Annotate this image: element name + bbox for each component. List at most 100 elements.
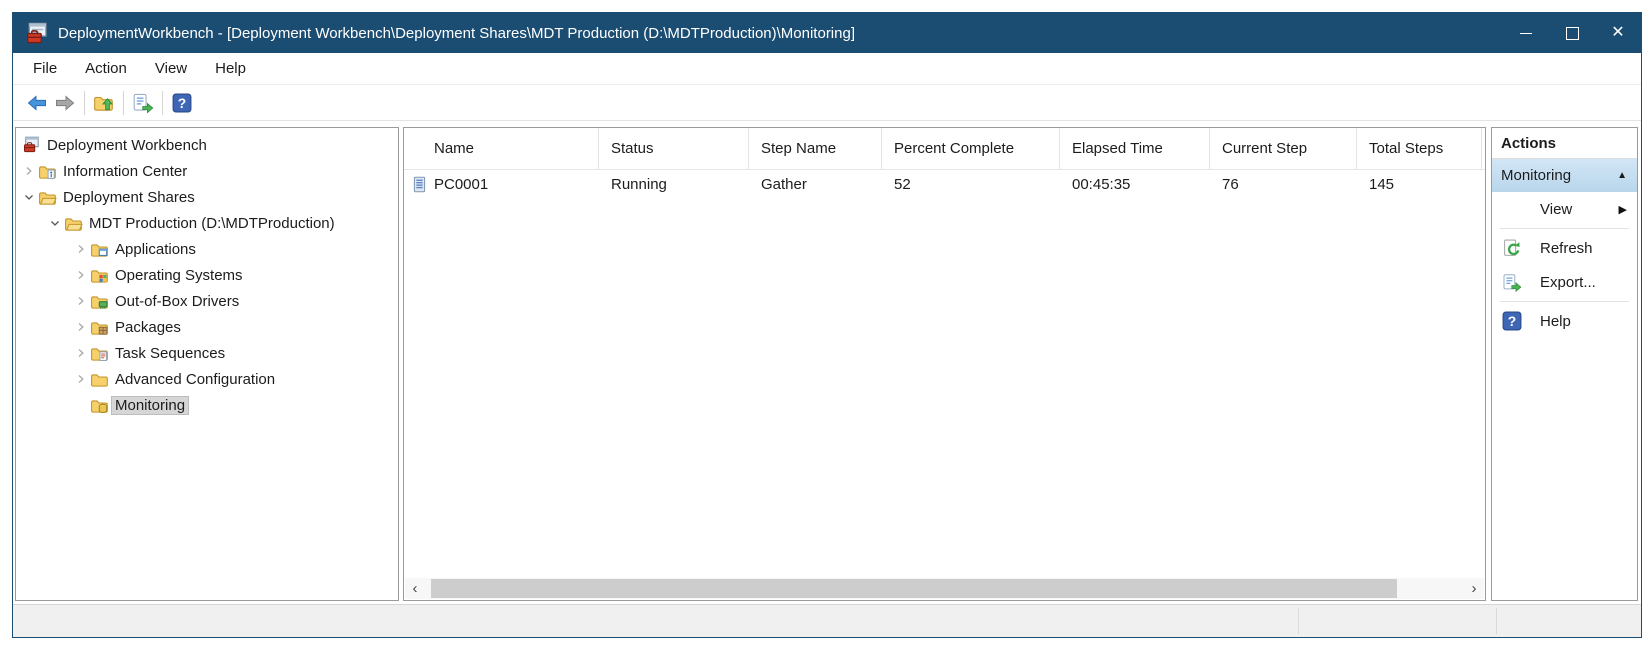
chevron-right-icon[interactable] [73, 293, 89, 309]
actions-group-monitoring[interactable]: Monitoring ▲ [1492, 159, 1637, 192]
folder-info-icon [37, 163, 57, 180]
up-one-level-button[interactable] [90, 89, 118, 117]
menu-action[interactable]: Action [85, 60, 127, 77]
close-button[interactable]: ✕ [1611, 24, 1625, 41]
column-header-elapsed-time[interactable]: Elapsed Time [1060, 128, 1210, 169]
svg-text:?: ? [1508, 313, 1516, 329]
column-header-current-step[interactable]: Current Step [1210, 128, 1357, 169]
cell-name: PC0001 [404, 176, 599, 193]
actions-divider [1500, 301, 1629, 302]
menu-view[interactable]: View [154, 60, 188, 77]
tree-item-deployment-shares[interactable]: Deployment Shares [16, 184, 398, 210]
title-bar: DeploymentWorkbench - [Deployment Workbe… [13, 13, 1641, 53]
column-header-percent-complete[interactable]: Percent Complete [882, 128, 1060, 169]
column-header-name[interactable]: Name [404, 128, 599, 169]
tree-item-information-center[interactable]: Information Center [16, 158, 398, 184]
tree-item-label: Applications [115, 240, 196, 258]
action-label: Help [1540, 312, 1571, 330]
folder-os-icon [89, 267, 109, 284]
action-refresh[interactable]: Refresh [1492, 231, 1637, 265]
horizontal-scrollbar[interactable]: ‹ › [405, 578, 1484, 599]
action-help[interactable]: ? Help [1492, 304, 1637, 338]
tree-item-packages[interactable]: Packages [16, 314, 398, 340]
tree-item-label: Deployment Workbench [47, 136, 207, 154]
tree-item-out-of-box-drivers[interactable]: Out-of-Box Drivers [16, 288, 398, 314]
tree-item-monitoring[interactable]: Monitoring [16, 392, 398, 418]
tree-item-mdt-production-d-mdtproduction[interactable]: MDT Production (D:\MDTProduction) [16, 210, 398, 236]
forward-button[interactable] [51, 89, 79, 117]
chevron-right-icon[interactable] [73, 319, 89, 335]
tree-item-label: Deployment Shares [63, 188, 195, 206]
status-bar-divider [1496, 608, 1497, 634]
menu-help[interactable]: Help [215, 60, 246, 77]
chevron-down-icon[interactable] [47, 215, 63, 231]
column-header-total-steps[interactable]: Total Steps [1357, 128, 1482, 169]
chevron-down-icon[interactable] [21, 189, 37, 205]
forward-icon [54, 94, 76, 112]
tree-item-deployment-workbench[interactable]: Deployment Workbench [16, 132, 398, 158]
help-button[interactable]: ? [168, 89, 196, 117]
chevron-right-icon[interactable] [73, 267, 89, 283]
cell-elapsed-time: 00:45:35 [1072, 176, 1131, 193]
collapse-up-icon[interactable]: ▲ [1617, 170, 1627, 181]
actions-group-label: Monitoring [1501, 167, 1572, 184]
tree-item-label: Out-of-Box Drivers [115, 292, 240, 310]
action-export[interactable]: Export... [1492, 265, 1637, 299]
actions-divider [1500, 228, 1629, 229]
scroll-left-arrow[interactable]: ‹ [412, 580, 418, 597]
tree-item-advanced-configuration[interactable]: Advanced Configuration [16, 366, 398, 392]
tree-item-label: Task Sequences [115, 344, 226, 362]
help-icon: ? [172, 93, 192, 113]
folder-plain-icon [89, 371, 109, 388]
tree-item-label: MDT Production (D:\MDTProduction) [89, 214, 335, 232]
list-body: PC0001 Running Gather 52 00:45:35 76 145 [404, 170, 1485, 199]
folder-monitoring-icon [89, 397, 109, 414]
back-button[interactable] [23, 89, 51, 117]
chevron-right-icon[interactable] [73, 241, 89, 257]
action-view[interactable]: View ▶ [1492, 192, 1637, 226]
refresh-icon [1502, 238, 1532, 258]
chevron-right-icon[interactable] [73, 345, 89, 361]
submenu-arrow-icon: ▶ [1618, 203, 1627, 216]
toolbar-separator [162, 90, 163, 115]
column-header-status[interactable]: Status [599, 128, 749, 169]
cell-total-steps: 145 [1369, 176, 1395, 193]
computer-icon [411, 176, 428, 193]
chevron-right-icon[interactable] [21, 163, 37, 179]
cell-status: Running [611, 176, 667, 193]
results-pane: Name Status Step Name Percent Complete Elaps… [403, 127, 1486, 601]
actions-pane-title: Actions [1492, 128, 1637, 159]
menu-bar: File Action View Help [13, 53, 1641, 85]
chevron-spacer [73, 397, 89, 413]
cell-step-name: Gather [761, 176, 807, 193]
maximize-button[interactable] [1549, 13, 1595, 53]
cell-percent-complete: 52 [894, 176, 911, 193]
column-header-step-name[interactable]: Step Name [749, 128, 882, 169]
scroll-right-arrow[interactable]: › [1471, 580, 1477, 597]
toolbar-separator [123, 90, 124, 115]
tree-item-applications[interactable]: Applications [16, 236, 398, 262]
table-row-pc0001[interactable]: PC0001 Running Gather 52 00:45:35 76 145 [404, 170, 1485, 199]
list-header: Name Status Step Name Percent Complete Elaps… [404, 128, 1485, 170]
console-tree-pane: Deployment Workbench Information Center De… [15, 127, 399, 601]
action-label: Refresh [1540, 239, 1593, 257]
back-icon [26, 94, 48, 112]
action-icon-spacer [1502, 199, 1532, 219]
tree-item-label: Information Center [63, 162, 188, 180]
export-list-button[interactable] [129, 89, 157, 117]
toolbar-separator [84, 90, 85, 115]
window-title: DeploymentWorkbench - [Deployment Workbe… [58, 24, 855, 42]
svg-text:?: ? [178, 95, 186, 111]
menu-file[interactable]: File [33, 60, 58, 77]
toolbar: ? [13, 85, 1641, 121]
tree-item-label: Monitoring [111, 395, 190, 415]
tree-item-label: Operating Systems [115, 266, 243, 284]
mmc-window: DeploymentWorkbench - [Deployment Workbe… [12, 12, 1642, 638]
chevron-right-icon[interactable] [73, 371, 89, 387]
tree-item-task-sequences[interactable]: Task Sequences [16, 340, 398, 366]
tree-item-operating-systems[interactable]: Operating Systems [16, 262, 398, 288]
scrollbar-thumb[interactable] [431, 579, 1397, 598]
workbench-icon [21, 136, 41, 154]
minimize-button[interactable] [1503, 13, 1549, 53]
